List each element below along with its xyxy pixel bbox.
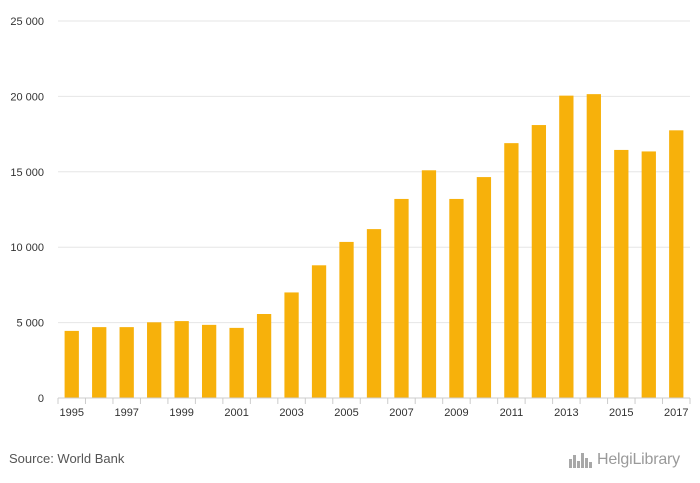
- y-axis-labels: 0 5 000 10 000 15 000 20 000 25 000: [10, 16, 44, 405]
- bar-2017: [669, 130, 684, 398]
- library-skyline-icon: [569, 453, 592, 468]
- helgi-library-logo: HelgiLibrary: [568, 449, 680, 471]
- y-tick-label: 15 000: [10, 167, 44, 179]
- bars: [64, 94, 684, 398]
- x-tick-label: 2009: [444, 407, 468, 419]
- source-note: Source: World Bank: [9, 451, 125, 466]
- bar-2013: [559, 95, 574, 398]
- y-tick-label: 20 000: [10, 91, 44, 103]
- x-tick-label: 2017: [664, 407, 688, 419]
- bar-1998: [147, 322, 162, 398]
- x-tick-label: 1995: [59, 407, 83, 419]
- grid-lines: [58, 20, 690, 324]
- bar-2008: [421, 170, 437, 398]
- bar-2004: [311, 265, 327, 398]
- y-tick-label: 25 000: [10, 16, 44, 28]
- bar-1997: [119, 327, 134, 398]
- bar-2000: [201, 324, 217, 398]
- bar-1996: [92, 327, 107, 398]
- bar-2015: [614, 149, 629, 398]
- logo-text: HelgiLibrary: [597, 451, 680, 468]
- x-axis-labels: 1995 1997 1999 2001 2003 2005 2007 2009 2011 2013…: [59, 407, 688, 419]
- bar-2003: [284, 292, 299, 398]
- bar-2007: [394, 198, 409, 398]
- x-tick-label: 2015: [609, 407, 633, 419]
- x-axis-ticks: [57, 398, 691, 404]
- x-tick-label: 2007: [389, 407, 413, 419]
- bar-2011: [504, 143, 519, 398]
- x-tick-label: 2001: [224, 407, 248, 419]
- x-tick-label: 2011: [500, 407, 524, 419]
- bar-2009: [449, 198, 464, 398]
- bar-2012: [531, 125, 547, 398]
- bar-2001: [229, 327, 244, 398]
- x-tick-label: 1999: [169, 407, 193, 419]
- bar-1999: [174, 321, 189, 398]
- bar-1995: [64, 330, 79, 398]
- bar-2014: [586, 94, 601, 398]
- x-tick-label: 1997: [114, 407, 138, 419]
- x-tick-label: 2003: [279, 407, 303, 419]
- y-tick-label: 10 000: [10, 242, 44, 254]
- y-tick-label: 5 000: [16, 318, 44, 330]
- y-tick-label: 0: [38, 393, 44, 405]
- bar-2016: [641, 151, 656, 398]
- bar-2006: [366, 229, 382, 398]
- bar-2005: [339, 241, 354, 398]
- bar-2002: [256, 314, 272, 398]
- x-tick-label: 2013: [554, 407, 578, 419]
- x-tick-label: 2005: [334, 407, 358, 419]
- bar-2010: [476, 177, 492, 398]
